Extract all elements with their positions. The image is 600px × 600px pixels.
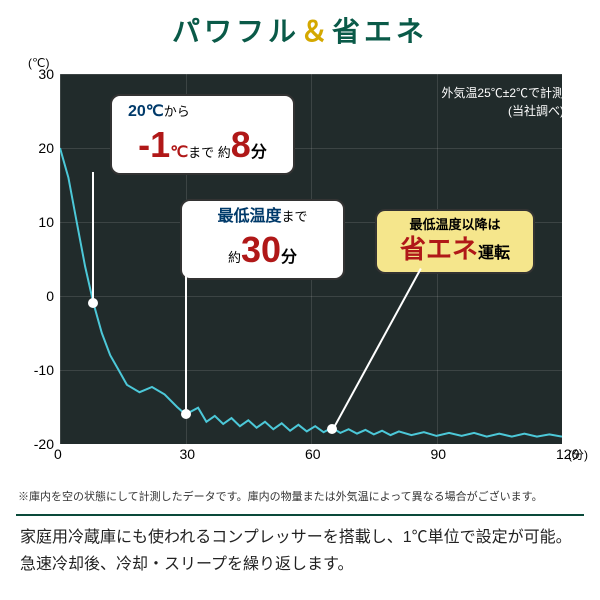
c3-line1: 最低温度以降は [387, 217, 523, 233]
callout-8min: 20℃から -1℃まで 約8分 [110, 94, 295, 175]
callout-eco: 最低温度以降は 省エネ運転 [375, 209, 535, 274]
c2-suf: 分 [281, 249, 297, 266]
title-suffix: 省エネ [332, 16, 428, 47]
x-tick-label: 90 [431, 446, 447, 462]
callout-1-pointer [92, 172, 94, 303]
y-tick-label: 20 [30, 140, 54, 156]
c1-from: から [164, 104, 190, 119]
x-tick-label: 60 [305, 446, 321, 462]
c1-suf: 分 [251, 144, 267, 161]
main-title: パワフル＆省エネ [0, 0, 600, 54]
c1-mid: まで 約 [188, 145, 231, 160]
y-tick-label: -20 [30, 436, 54, 452]
c1-target-unit: ℃ [170, 144, 188, 161]
x-tick-label: 0 [54, 446, 62, 462]
y-tick-label: 10 [30, 214, 54, 230]
description: 家庭用冷蔵庫にも使われるコンプレッサーを搭載し、1℃単位で設定が可能。急速冷却後… [0, 524, 600, 578]
x-axis-unit: (分) [568, 446, 588, 463]
title-amp: ＆ [300, 16, 332, 47]
product-infographic: パワフル＆省エネ (℃) 3020100-10-200306090120 外気温… [0, 0, 600, 600]
measurement-note: 外気温25℃±2℃で計測 (当社調べ) [441, 84, 564, 120]
c1-minutes: 8 [231, 124, 251, 165]
x-tick-label: 30 [180, 446, 196, 462]
y-tick-label: 0 [30, 288, 54, 304]
c3-big: 省エネ [400, 234, 478, 264]
measurement-note-line1: 外気温25℃±2℃で計測 [441, 84, 564, 102]
c2-mid: まで [282, 209, 308, 224]
callout-30min: 最低温度まで 約30分 [180, 199, 345, 280]
y-tick-label: -10 [30, 362, 54, 378]
title-prefix: パワフル [172, 16, 300, 47]
y-tick-label: 30 [30, 66, 54, 82]
temperature-chart: (℃) 3020100-10-200306090120 外気温25℃±2℃で計測… [20, 54, 580, 484]
c1-target-val: -1 [138, 124, 170, 165]
c2-pre: 約 [228, 250, 241, 265]
divider [16, 514, 584, 516]
callout-2-dot [181, 409, 191, 419]
c2-minutes: 30 [241, 229, 281, 270]
c1-start-temp: 20℃ [128, 103, 164, 120]
callout-2-pointer [185, 276, 187, 414]
c2-label: 最低温度 [217, 208, 281, 225]
measurement-note-line2: (当社調べ) [441, 102, 564, 120]
footnote: ※庫内を空の状態にして計測したデータです。庫内の物量または外気温によって異なる場… [0, 484, 600, 504]
c3-suf: 運転 [478, 245, 510, 262]
